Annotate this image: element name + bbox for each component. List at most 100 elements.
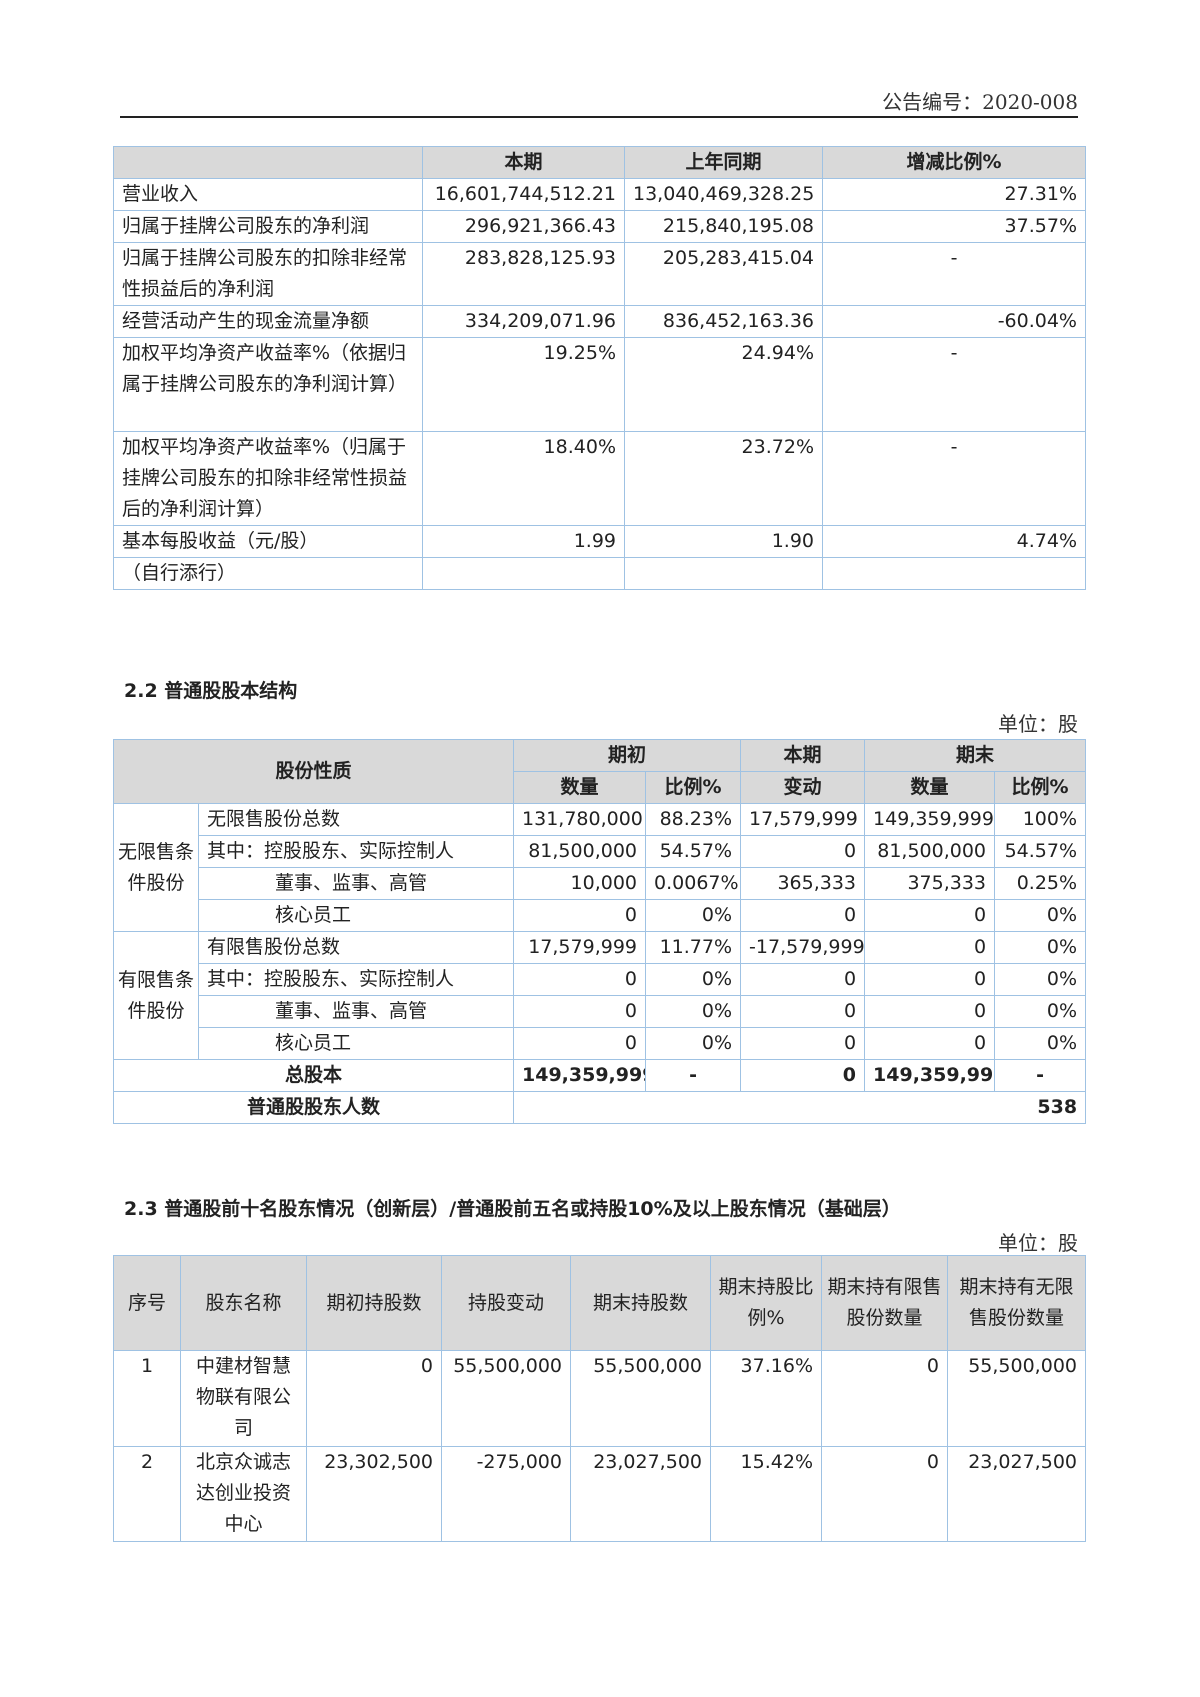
value-cell: 54.57% bbox=[645, 835, 742, 868]
value-cell: 0% bbox=[994, 995, 1087, 1028]
value-cell: 23,027,500 bbox=[947, 1446, 1086, 1542]
header-cell: 期末持股比例% bbox=[710, 1255, 822, 1351]
header-divider bbox=[120, 116, 1078, 118]
value-cell: 1.99 bbox=[422, 525, 625, 558]
table-row: 经营活动产生的现金流量净额 334,209,071.96 836,452,163.3… bbox=[113, 305, 1086, 338]
value-cell: 0% bbox=[645, 899, 742, 932]
value-cell: 55,500,000 bbox=[947, 1350, 1086, 1447]
header-ratio: 比例% bbox=[994, 771, 1087, 804]
value-cell: - bbox=[645, 1059, 742, 1092]
value-cell: 0 bbox=[864, 1027, 996, 1060]
value-cell: - bbox=[822, 431, 1086, 526]
row-label: 总股本 bbox=[112, 1059, 515, 1092]
table-row: 董事、监事、高管 10,000 0.0067% 365,333 375,333 0.25% bbox=[114, 867, 1087, 900]
value-cell: 215,840,195.08 bbox=[624, 210, 823, 243]
row-label: （自行添行） bbox=[113, 557, 423, 590]
value-cell: 24.94% bbox=[624, 337, 823, 432]
table-row: 有限售条件股份 有限售股份总数 17,579,999 11.77% -17,579,99… bbox=[113, 931, 1087, 1060]
value-cell: 37.57% bbox=[822, 210, 1086, 243]
total-row: 总股本 149,359,999-0 149,359,999- bbox=[112, 1059, 1087, 1092]
row-label: 经营活动产生的现金流量净额 bbox=[113, 305, 423, 338]
value-cell: 2 bbox=[113, 1446, 181, 1542]
value-cell: 149,359,999 bbox=[513, 1059, 647, 1092]
value-cell: 296,921,366.43 bbox=[422, 210, 625, 243]
shareholder-name: 北京众诚志达创业投资中心 bbox=[180, 1446, 307, 1542]
header-change: 本期 bbox=[740, 739, 866, 772]
value-cell: 0 bbox=[513, 899, 647, 932]
header-cell: 期末持有无限售股份数量 bbox=[947, 1255, 1086, 1351]
value-cell: -275,000 bbox=[441, 1446, 571, 1542]
table-row: 其中：控股股东、实际控制人 0 0% 0 0 0% bbox=[114, 963, 1087, 996]
value-cell: 0 bbox=[864, 963, 996, 996]
table-row: 营业收入 16,601,744,512.21 13,040,469,328.25 27… bbox=[113, 178, 1086, 211]
value-cell: 37.16% bbox=[710, 1350, 822, 1447]
row-label: 核心员工 bbox=[197, 1027, 515, 1060]
share-structure-table: 股份性质 期初 本期 期末 数量 比例% 变动 数量 比例% 无限售条件股份 无限… bbox=[112, 739, 1087, 1124]
value-cell: 81,500,000 bbox=[864, 835, 996, 868]
value-cell: 4.74% bbox=[822, 525, 1086, 558]
value-cell: 17,579,999 bbox=[513, 931, 647, 964]
value-cell: 23,027,500 bbox=[570, 1446, 711, 1542]
value-cell: 0 bbox=[740, 899, 866, 932]
row-label: 归属于挂牌公司股东的净利润 bbox=[113, 210, 423, 243]
value-cell: 0.0067% bbox=[645, 867, 742, 900]
value-cell: 0 bbox=[740, 1059, 866, 1092]
value-cell: 334,209,071.96 bbox=[422, 305, 625, 338]
table-row: 无限售条件股份 无限售股份总数 131,780,000 88.23% 17,579,99… bbox=[113, 803, 1087, 932]
value-cell: 375,333 bbox=[864, 867, 996, 900]
value-cell: 55,500,000 bbox=[570, 1350, 711, 1447]
value-cell bbox=[422, 557, 625, 590]
value-cell: 18.40% bbox=[422, 431, 625, 526]
value-cell: 88.23% bbox=[645, 803, 742, 836]
value-cell: 0% bbox=[645, 963, 742, 996]
table-row: 其中：控股股东、实际控制人 81,500,000 54.57% 0 81,500,000… bbox=[114, 835, 1087, 868]
value-cell: 836,452,163.36 bbox=[624, 305, 823, 338]
value-cell: 11.77% bbox=[645, 931, 742, 964]
value-cell: 13,040,469,328.25 bbox=[624, 178, 823, 211]
value-cell: - bbox=[994, 1059, 1087, 1092]
table-row: 1 中建材智慧物联有限公司 0 55,500,000 55,500,000 37.16% 0… bbox=[113, 1350, 1086, 1447]
row-label: 董事、监事、高管 bbox=[197, 867, 515, 900]
value-cell: 0% bbox=[994, 1027, 1087, 1060]
value-cell: 23.72% bbox=[624, 431, 823, 526]
table-row: 归属于挂牌公司股东的扣除非经常性损益后的净利润 283,828,125.93 205… bbox=[113, 242, 1086, 306]
header-cell: 本期 bbox=[422, 146, 625, 179]
value-cell: 0% bbox=[645, 995, 742, 1028]
holders-row: 普通股股东人数 538 bbox=[112, 1091, 1087, 1124]
value-cell: 0 bbox=[513, 995, 647, 1028]
shareholder-name: 中建材智慧物联有限公司 bbox=[180, 1350, 307, 1447]
header-end: 期末 bbox=[864, 739, 1087, 772]
row-label: 核心员工 bbox=[197, 899, 515, 932]
value-cell: 0 bbox=[513, 963, 647, 996]
value-cell: 10,000 bbox=[513, 867, 647, 900]
value-cell: -17,579,999 bbox=[740, 931, 866, 964]
notice-number: 公告编号：2020-008 bbox=[882, 90, 1078, 114]
header-cell: 期末持股数 bbox=[570, 1255, 711, 1351]
table-row: 核心员工 0 0% 0 0 0% bbox=[114, 1027, 1087, 1060]
row-label: 其中：控股股东、实际控制人 bbox=[197, 835, 515, 868]
value-cell: 1 bbox=[113, 1350, 181, 1447]
value-cell: 0 bbox=[306, 1350, 442, 1447]
header-qty: 数量 bbox=[864, 771, 996, 804]
value-cell: 27.31% bbox=[822, 178, 1086, 211]
value-cell: -60.04% bbox=[822, 305, 1086, 338]
table-row: 加权平均净资产收益率%（依据归属于挂牌公司股东的净利润计算） 19.25% 24.9… bbox=[113, 337, 1086, 432]
value-cell: 15.42% bbox=[710, 1446, 822, 1542]
header-begin: 期初 bbox=[513, 739, 742, 772]
value-cell: 149,359,999 bbox=[864, 1059, 996, 1092]
value-cell: 0 bbox=[864, 899, 996, 932]
group-label: 无限售条件股份 bbox=[113, 803, 199, 932]
value-cell: 81,500,000 bbox=[513, 835, 647, 868]
row-label: 有限售股份总数 bbox=[197, 931, 515, 964]
value-cell: 0% bbox=[994, 963, 1087, 996]
value-cell: 19.25% bbox=[422, 337, 625, 432]
value-cell: 0% bbox=[645, 1027, 742, 1060]
unit-label: 单位：股 bbox=[998, 1231, 1078, 1255]
unit-label: 单位：股 bbox=[998, 712, 1078, 736]
value-cell: 0 bbox=[740, 835, 866, 868]
value-cell: 54.57% bbox=[994, 835, 1087, 868]
value-cell: 100% bbox=[994, 803, 1087, 836]
table-header-row: 本期 上年同期 增减比例% bbox=[113, 146, 1086, 179]
value-cell: 538 bbox=[513, 1091, 1087, 1124]
